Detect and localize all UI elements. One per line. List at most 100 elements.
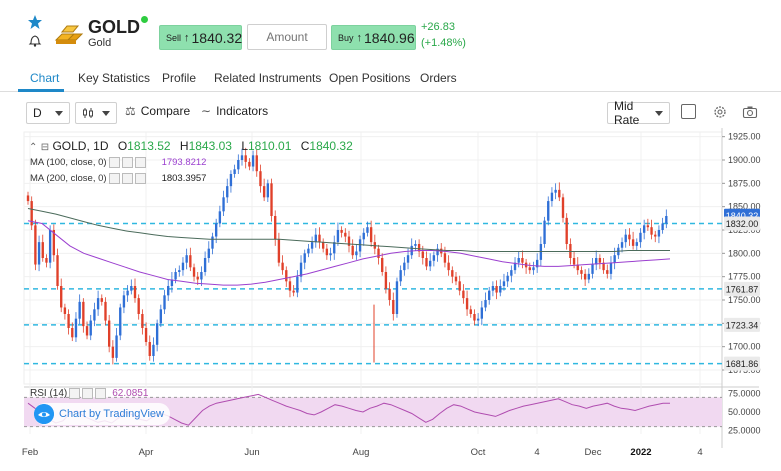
candle <box>451 270 454 277</box>
candle <box>576 264 579 271</box>
price-tag-label: 1832.00 <box>726 219 759 229</box>
tab-orders[interactable]: Orders <box>420 71 457 85</box>
candle <box>251 155 255 167</box>
candle <box>602 262 605 271</box>
indicators-label: Indicators <box>216 104 269 118</box>
camera-icon[interactable] <box>742 104 758 120</box>
settings-icon[interactable] <box>121 173 133 184</box>
ma100-line <box>27 220 671 286</box>
candle <box>214 223 218 237</box>
collapse-icon[interactable]: ⊟ <box>40 142 50 153</box>
candle <box>491 286 495 291</box>
x-tick-label: Apr <box>139 447 154 458</box>
arrow-up-icon: ↑ <box>356 31 363 44</box>
candle <box>321 242 325 249</box>
tradingview-badge[interactable]: Chart by TradingView <box>34 403 170 425</box>
fullscreen-toggle[interactable] <box>681 104 696 119</box>
compare-icon: ⚖ <box>125 104 136 118</box>
candle <box>237 160 240 170</box>
close-icon[interactable] <box>95 388 107 399</box>
y-tick-label: 1850.00 <box>728 202 761 212</box>
close-icon[interactable] <box>134 157 146 168</box>
buy-label: Buy <box>338 32 354 43</box>
buy-button[interactable]: Buy ↑ 1840.96 <box>331 25 416 50</box>
price-change-percent: (+1.48%) <box>421 37 466 49</box>
candle <box>48 230 52 263</box>
ma200-legend: MA (200, close, 0) 1803.3957 <box>30 173 206 184</box>
candle <box>78 301 81 319</box>
candle <box>650 227 653 235</box>
candle <box>421 251 424 258</box>
candle <box>517 258 520 263</box>
tab-open-positions[interactable]: Open Positions <box>329 71 411 85</box>
candle <box>229 174 233 187</box>
tab-profile[interactable]: Profile <box>162 71 197 85</box>
candle <box>218 211 222 224</box>
bell-icon[interactable] <box>27 32 43 48</box>
candle <box>631 239 635 246</box>
y-tick-label: 1875.00 <box>728 178 761 188</box>
tab-related-instruments[interactable]: Related Instruments <box>214 71 322 85</box>
gear-icon[interactable] <box>712 104 728 120</box>
candle <box>499 286 502 293</box>
y-tick-label: 1775.00 <box>728 272 761 282</box>
settings-icon[interactable] <box>82 388 94 399</box>
candle <box>233 169 236 174</box>
candle <box>595 258 598 265</box>
sell-button[interactable]: Sell ↑ 1840.32 <box>159 25 242 50</box>
chevron-up-icon[interactable]: ⌃ <box>29 142 38 153</box>
candle <box>355 251 358 256</box>
candle <box>240 155 244 160</box>
tab-chart[interactable]: Chart <box>30 71 60 85</box>
compare-button[interactable]: ⚖ Compare <box>125 104 190 118</box>
candle <box>333 242 336 254</box>
candle <box>521 258 524 263</box>
candle <box>148 342 151 356</box>
candle <box>403 262 406 271</box>
candle <box>392 300 395 314</box>
star-icon[interactable] <box>27 14 43 30</box>
eye-icon[interactable] <box>108 173 120 184</box>
price-tag <box>724 317 760 332</box>
candle <box>583 273 587 280</box>
candle <box>425 258 428 267</box>
candle <box>624 234 627 243</box>
price-tag-label: 1761.87 <box>726 284 759 294</box>
candle <box>262 186 266 198</box>
candle <box>465 298 469 310</box>
settings-icon[interactable] <box>121 157 133 168</box>
candle <box>100 298 103 302</box>
candle <box>635 242 638 246</box>
tab-key-statistics[interactable]: Key Statistics <box>78 71 151 85</box>
x-tick-label: 2022 <box>630 447 651 458</box>
ma100-label: MA (100, close, 0) <box>30 157 107 168</box>
candle <box>310 242 314 249</box>
eye-icon[interactable] <box>69 388 81 399</box>
candle <box>178 270 181 272</box>
candle <box>469 309 472 314</box>
rsi-tick-label: 75.0000 <box>728 389 761 399</box>
candle <box>543 220 546 244</box>
indicators-button[interactable]: ∼ Indicators <box>201 104 268 118</box>
candle <box>454 276 458 282</box>
y-tick-label: 1925.00 <box>728 132 761 142</box>
candle <box>654 234 657 237</box>
interval-select[interactable]: D <box>26 102 70 124</box>
candle <box>580 270 583 274</box>
eye-icon[interactable] <box>108 157 120 168</box>
candle <box>480 307 484 319</box>
chart-type-select[interactable] <box>75 102 117 124</box>
candle <box>572 258 576 265</box>
amount-input[interactable] <box>247 24 327 50</box>
candle <box>299 262 303 277</box>
price-chart[interactable]: Feb Apr Jun Aug Oct 4 2022 4 Dec 1925.00 1900.00 18… <box>0 128 781 471</box>
candle <box>358 239 362 252</box>
rate-select[interactable]: Mid Rate <box>607 99 670 127</box>
close-icon[interactable] <box>134 173 146 184</box>
candle <box>488 290 491 300</box>
candle <box>613 255 616 263</box>
candle <box>447 262 450 271</box>
candle <box>591 264 594 274</box>
price-tag-label: 1723.34 <box>726 320 759 330</box>
candle <box>665 216 668 224</box>
